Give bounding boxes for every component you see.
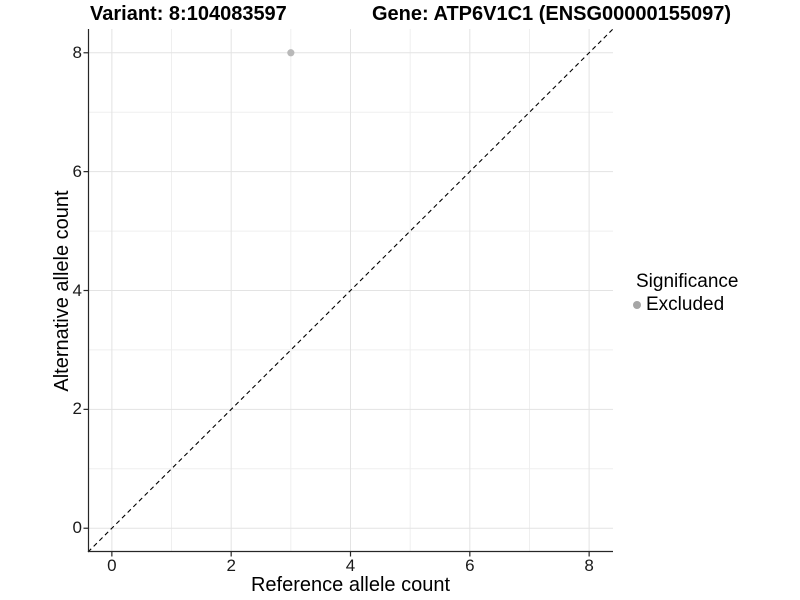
excluded-point-icon xyxy=(633,300,641,309)
data-point xyxy=(287,49,295,57)
identity-line xyxy=(87,28,614,553)
x-tick-label: 2 xyxy=(226,556,236,575)
x-axis-title: Reference allele count xyxy=(250,574,450,596)
legend-key xyxy=(630,297,644,313)
y-tick-label: 6 xyxy=(72,161,82,181)
y-tick-label: 4 xyxy=(72,280,82,300)
x-tick-label: 8 xyxy=(584,556,594,575)
plot-canvas xyxy=(83,28,614,557)
legend-entry-excluded: Excluded xyxy=(630,294,738,315)
y-axis-title: Alternative allele count xyxy=(51,190,73,392)
x-tick-label: 0 xyxy=(107,556,117,575)
y-tick-label: 2 xyxy=(72,399,82,419)
gene-title: Gene: ATP6V1C1 (ENSG00000155097) xyxy=(372,3,732,25)
y-tick-label: 8 xyxy=(72,42,82,62)
x-tick-label: 4 xyxy=(345,556,356,575)
variant-title: Variant: 8:104083597 xyxy=(90,3,287,25)
y-tick-label: 0 xyxy=(72,518,82,538)
legend-title: Significance xyxy=(636,271,739,292)
legend-entry-label: Excluded xyxy=(646,294,725,315)
legend: Significance Excluded xyxy=(630,271,738,315)
x-tick-label: 6 xyxy=(465,556,475,575)
plot-panel xyxy=(83,28,614,557)
